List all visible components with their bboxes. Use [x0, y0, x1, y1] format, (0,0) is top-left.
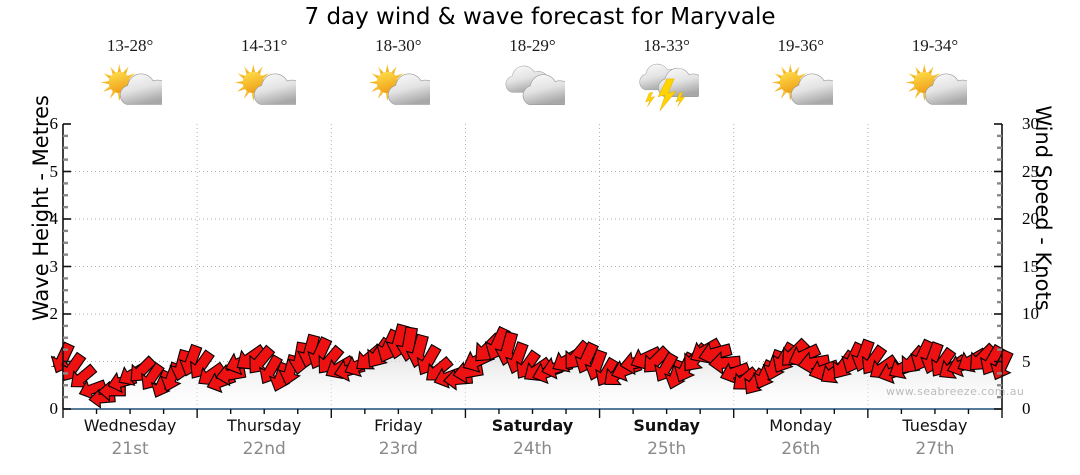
temperature-range: 18-30° — [375, 36, 422, 55]
day-header-saturday: 18-29° — [466, 36, 600, 112]
day-date: 21st — [111, 439, 149, 459]
left-tick-6: 6 — [49, 114, 59, 133]
wind-arrow — [654, 351, 679, 382]
wind-arrow — [249, 344, 276, 374]
day-header-sunday: 18-33° — [600, 36, 734, 112]
x-label-sunday: Sunday 25th — [600, 415, 734, 461]
day-date: 24th — [512, 439, 553, 459]
day-date: 25th — [647, 439, 687, 459]
left-tick-0: 0 — [49, 399, 59, 418]
right-tick-0: 0 — [1022, 399, 1031, 418]
cloudy-icon — [505, 65, 565, 105]
wind-arrow — [259, 354, 283, 385]
day-date: 23rd — [378, 439, 418, 459]
right-tick-15: 15 — [1022, 256, 1039, 276]
day-header-tuesday: 19-34° — [868, 36, 1002, 112]
wind-arrow — [719, 362, 751, 385]
temperature-range: 14-31° — [240, 36, 288, 55]
day-header-wednesday: 13-28° — [63, 36, 197, 112]
day-name: Sunday — [633, 416, 700, 435]
right-tick-20: 20 — [1022, 209, 1039, 228]
gridlines — [63, 124, 1002, 409]
sun-behind-cloud-icon — [100, 63, 163, 105]
day-date: 26th — [781, 439, 821, 459]
x-label-saturday: Saturday 24th — [466, 415, 600, 461]
x-label-tuesday: Tuesday 27th — [868, 415, 1002, 461]
day-header-thursday: 14-31° — [197, 36, 331, 112]
x-label-monday: Monday 26th — [734, 415, 868, 461]
sun-behind-cloud-icon — [369, 63, 431, 105]
sun-behind-cloud-icon — [771, 63, 833, 105]
left-tick-4: 4 — [49, 209, 59, 228]
page-title: 7 day wind & wave forecast for Maryvale — [304, 4, 776, 30]
right-tick-5: 5 — [1022, 351, 1031, 371]
right-tick-30: 30 — [1022, 114, 1039, 133]
day-name: Tuesday — [902, 416, 968, 435]
temperature-range: 13-28° — [106, 36, 154, 55]
sun-behind-cloud-icon — [234, 63, 297, 105]
seabreeze-watermark: www.seabreeze.com.au — [886, 385, 1025, 398]
wind-arrow — [141, 362, 165, 390]
wind-arrow — [78, 379, 108, 400]
left-tick-3: 3 — [49, 256, 59, 276]
wind-arrow — [70, 363, 98, 388]
temperature-range: 19-36° — [777, 36, 825, 55]
day-name: Monday — [769, 416, 833, 435]
x-label-wednesday: Wednesday 21st — [63, 415, 197, 461]
x-label-friday: Friday 23rd — [331, 415, 465, 461]
wind-arrow — [708, 350, 742, 376]
day-date: 22nd — [242, 439, 286, 459]
axis-lines — [62, 123, 1003, 418]
left-tick-5: 5 — [49, 161, 59, 181]
thunderstorm-icon — [639, 63, 699, 112]
temperature-range: 18-33° — [643, 36, 690, 55]
temperature-range: 18-29° — [509, 36, 556, 55]
day-name: Friday — [374, 416, 423, 435]
temperature-range: 19-34° — [911, 36, 959, 55]
x-label-thursday: Thursday 22nd — [197, 415, 331, 461]
right-tick-25: 25 — [1022, 161, 1039, 181]
sun-behind-cloud-icon — [905, 63, 967, 105]
wind-arrow — [416, 343, 442, 376]
wind-arrow — [797, 351, 831, 376]
day-name: Saturday — [491, 416, 574, 435]
day-header-monday: 19-36° — [734, 36, 868, 112]
day-header-friday: 18-30° — [331, 36, 465, 112]
left-tick-2: 2 — [49, 304, 59, 323]
day-name: Thursday — [227, 416, 302, 435]
day-name: Wednesday — [83, 416, 177, 435]
right-tick-10: 10 — [1022, 304, 1039, 323]
day-date: 27th — [915, 439, 955, 459]
